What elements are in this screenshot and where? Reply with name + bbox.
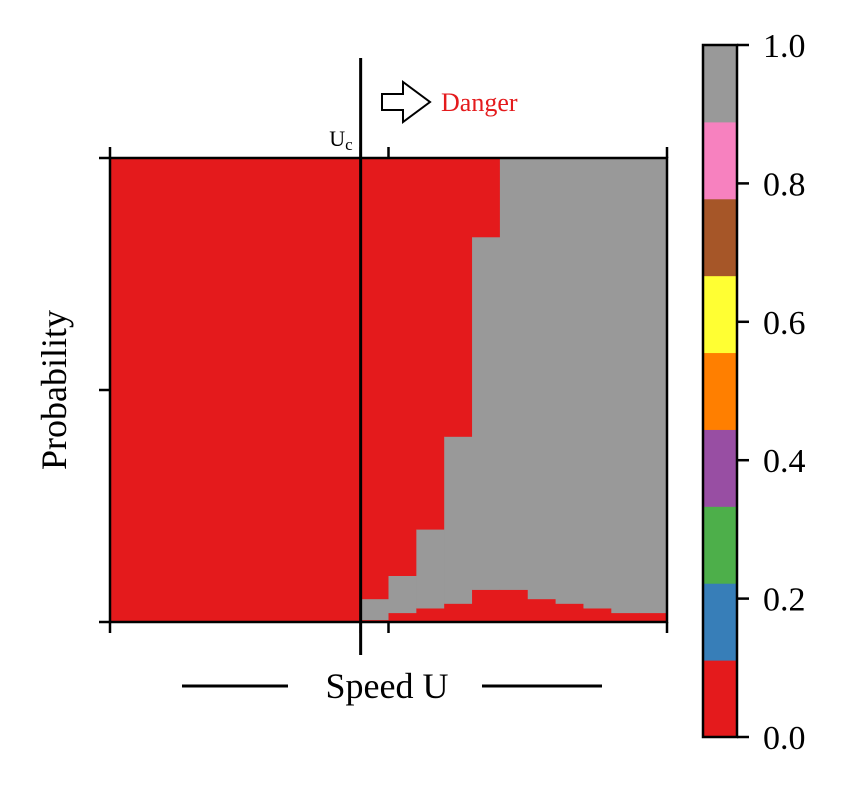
- heatmap-cell-2-1: [388, 575, 417, 614]
- colorbar-tick-label-4: 0.8: [763, 166, 806, 203]
- heatmap-cell-8-0: [555, 603, 585, 623]
- colorbar: [701, 43, 739, 739]
- heatmap-cell-7-0: [527, 598, 557, 623]
- colorbar-segment-4: [703, 352, 737, 430]
- heatmap-cell-2-2: [388, 158, 417, 576]
- heatmap-cell-7-1: [527, 158, 557, 600]
- heatmap-cell-6-1: [499, 158, 529, 590]
- heatmap-cell-9-1: [583, 158, 612, 609]
- heatmap-cell-0-0: [110, 158, 362, 623]
- colorbar-ticks: 0.0 0.2 0.4 0.6 0.8 1.0: [737, 28, 806, 757]
- colorbar-segment-0: [703, 660, 737, 738]
- critical-speed-label-main: U: [329, 126, 345, 151]
- colorbar-segment-7: [703, 121, 737, 200]
- heatmap-cell-3-0: [416, 608, 445, 623]
- heatmap-cell-10-1: [611, 158, 640, 614]
- colorbar-segment-6: [703, 198, 737, 277]
- heatmap-cell-5-1: [472, 236, 501, 590]
- heatmap-cell-5-0: [472, 589, 501, 623]
- heatmap-cell-11-1: [639, 158, 668, 614]
- colorbar-segment-3: [703, 429, 737, 507]
- heatmap-cell-4-1: [444, 436, 473, 604]
- heatmap-cell-9-0: [583, 608, 612, 623]
- colorbar-tick-label-5: 1.0: [763, 28, 806, 65]
- x-axis-label-group: Speed U: [182, 666, 602, 706]
- heatmap-cell-3-1: [416, 529, 445, 609]
- heatmap-cells: [110, 158, 668, 623]
- heatmap-cell-3-2: [416, 158, 445, 530]
- heatmap-cell-2-0: [388, 612, 417, 623]
- colorbar-tick-label-0: 0.0: [763, 720, 806, 757]
- heatmap-cell-8-1: [555, 158, 585, 604]
- y-axis-label: Probability: [34, 310, 74, 470]
- heatmap-cell-4-0: [444, 603, 473, 623]
- danger-annotation: Danger: [381, 80, 518, 124]
- colorbar-border: [701, 43, 739, 739]
- critical-speed-label: Uc: [329, 126, 353, 154]
- heatmap-cell-1-1: [360, 598, 390, 621]
- colorbar-segment-1: [703, 583, 737, 661]
- colorbar-tick-label-2: 0.4: [763, 443, 806, 480]
- heatmap-cell-10-0: [611, 612, 640, 623]
- heatmap-cell-11-0: [639, 612, 668, 623]
- colorbar-tick-label-1: 0.2: [763, 582, 806, 619]
- right-arrow-icon: [381, 80, 432, 124]
- colorbar-tick-label-3: 0.6: [763, 305, 806, 342]
- heatmap-cell-6-0: [499, 589, 529, 623]
- critical-speed-label-sub: c: [345, 135, 353, 154]
- colorbar-segment-5: [703, 275, 737, 354]
- heatmap-cell-1-2: [360, 158, 390, 600]
- heatmap-cell-4-2: [444, 158, 473, 437]
- colorbar-segment-2: [703, 506, 737, 584]
- colorbar-segment-8: [703, 45, 737, 123]
- danger-label: Danger: [441, 88, 518, 117]
- heatmap-cell-5-2: [472, 158, 501, 238]
- x-axis-label: Speed U: [326, 666, 449, 706]
